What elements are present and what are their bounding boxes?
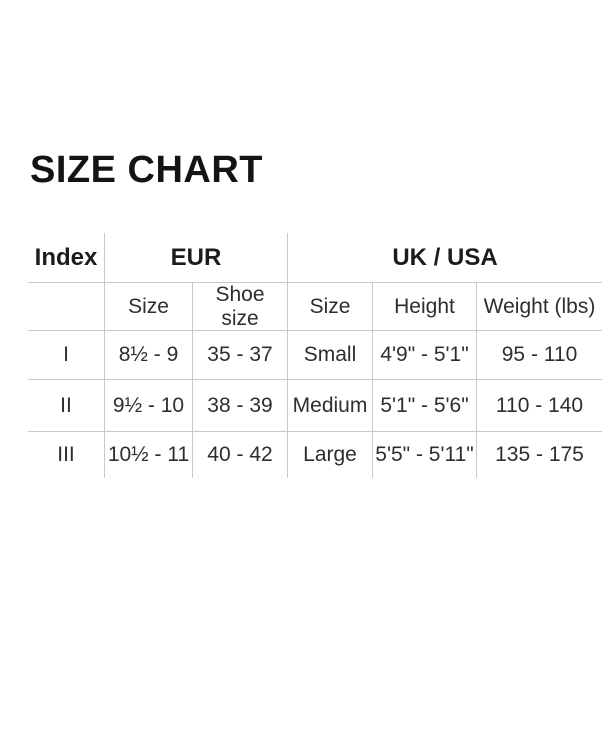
subheader-shoe-size: Shoe size: [193, 283, 288, 331]
row-3-height: 5'5" - 5'11": [373, 432, 477, 478]
group-header-uk-usa: UK / USA: [288, 233, 602, 283]
subheader-eur-size: Size: [105, 283, 193, 331]
row-1-index: I: [28, 331, 105, 380]
row-2-weight: 110 - 140: [477, 380, 602, 432]
subheader-weight: Weight (lbs): [477, 283, 602, 331]
subheader-shoe-size-label: Shoe size: [215, 282, 265, 330]
row-2-eur-size: 9½ - 10: [105, 380, 193, 432]
row-2-shoe-size: 38 - 39: [193, 380, 288, 432]
row-3-weight: 135 - 175: [495, 443, 584, 466]
row-1-uk-size: Small: [288, 331, 373, 380]
subheader-empty: [28, 283, 105, 331]
row-2-index: II: [28, 380, 105, 432]
group-header-eur: EUR: [105, 233, 288, 283]
row-3-shoe-size: 40 - 42: [193, 432, 288, 478]
size-chart-table: Index EUR UK / USA Size Shoe size Size H…: [28, 233, 602, 478]
row-3-eur-size: 10½ - 11: [105, 432, 193, 478]
row-2-height: 5'1" - 5'6": [373, 380, 477, 432]
row-3-uk-size: Large: [288, 432, 373, 478]
subheader-height: Height: [373, 283, 477, 331]
group-header-index: Index: [28, 233, 105, 283]
row-2-uk-size: Medium: [288, 380, 373, 432]
row-1-shoe-size: 35 - 37: [193, 331, 288, 380]
page-title: SIZE CHART: [30, 149, 263, 191]
row-1-weight: 95 - 110: [477, 331, 602, 380]
row-1-height: 4'9" - 5'1": [373, 331, 477, 380]
subheader-uk-size: Size: [288, 283, 373, 331]
row-3-index: III: [28, 432, 105, 478]
row-1-eur-size: 8½ - 9: [105, 331, 193, 380]
